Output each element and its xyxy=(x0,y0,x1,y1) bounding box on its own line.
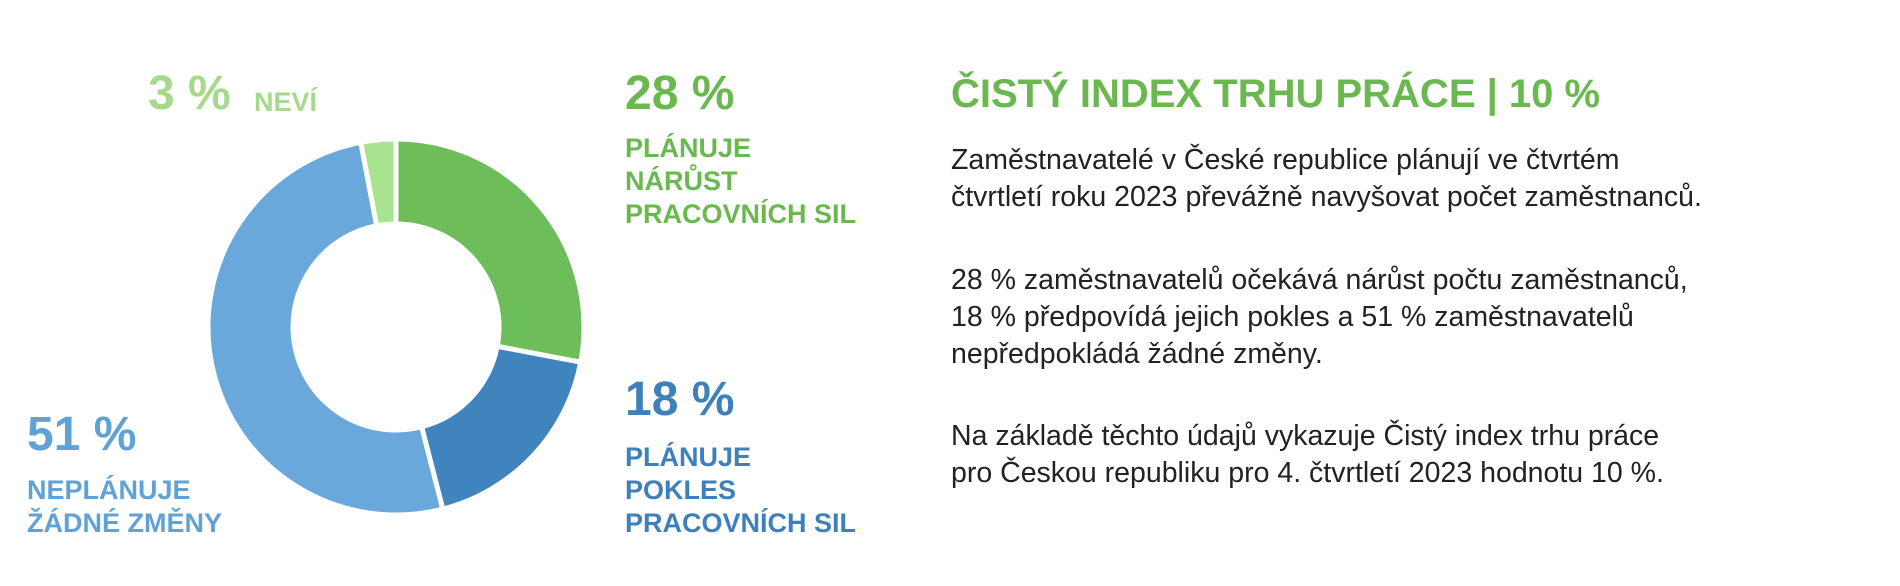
paragraph: 28 % zaměstnavatelů očekává nárůst počtu… xyxy=(951,264,1688,370)
paragraph: Na základě těchto údajů vykazuje Čistý i… xyxy=(951,420,1664,489)
category-label: NEPLÁNUJE ŽÁDNÉ ZMĚNY xyxy=(27,475,222,538)
donut-segment xyxy=(205,139,446,518)
heading: ČISTÝ INDEX TRHU PRÁCE | 10 % xyxy=(951,72,1601,116)
value-label: 51 % xyxy=(27,408,137,461)
donut-chart xyxy=(205,136,587,518)
value-label: 3 % xyxy=(148,67,231,120)
donut-segment xyxy=(418,343,584,513)
value-label: 18 % xyxy=(625,373,735,426)
category-label: NEVÍ xyxy=(254,87,318,117)
value-label: 28 % xyxy=(625,67,735,120)
donut-segment xyxy=(393,136,587,366)
category-label: PLÁNUJE NÁRŮST PRACOVNÍCH SIL xyxy=(625,133,857,229)
paragraph: Zaměstnavatelé v České republice plánují… xyxy=(951,144,1702,213)
donut-segment xyxy=(357,136,399,229)
category-label: PLÁNUJE POKLES PRACOVNÍCH SIL xyxy=(625,442,857,538)
